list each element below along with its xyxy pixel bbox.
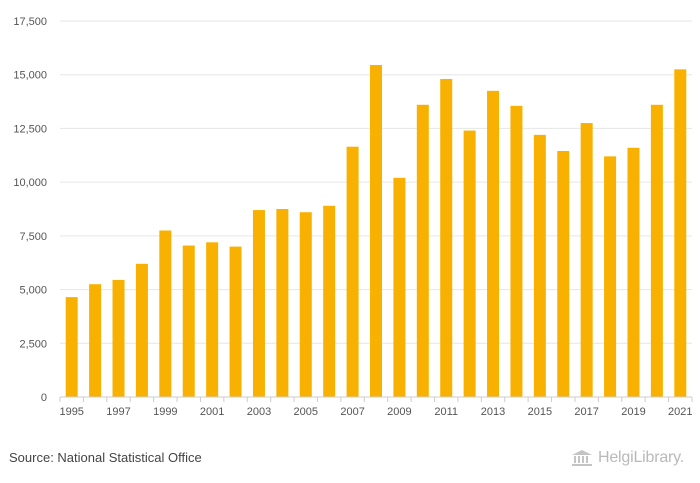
x-tick-label: 1999 [153, 406, 177, 418]
bar-2007 [346, 146, 359, 397]
bar-2020 [650, 104, 663, 398]
source-note: Source: National Statistical Office [9, 450, 202, 465]
bar-2013 [487, 90, 500, 397]
x-tick-label: 2001 [200, 406, 224, 418]
x-tick-label: 2011 [434, 406, 458, 418]
y-tick-label: 10,000 [13, 177, 47, 189]
bar-2011 [440, 79, 453, 398]
x-tick-label: 2019 [621, 406, 645, 418]
bar-2021 [674, 69, 687, 397]
y-tick-label: 0 [41, 392, 47, 404]
bar-2003 [252, 210, 265, 397]
x-tick-label: 2009 [387, 406, 411, 418]
axes: 0 2,500 5,000 7,500 10,000 12,500 15,000 17,500… [13, 16, 692, 418]
bar-2015 [533, 134, 546, 398]
x-tick-label: 2017 [574, 406, 598, 418]
bar-2008 [370, 65, 382, 397]
bar-1998 [135, 263, 148, 397]
bar-2000 [182, 245, 195, 397]
bar-1997 [112, 279, 125, 397]
library-columns-icon [572, 450, 592, 466]
bar-1999 [159, 230, 172, 397]
bars [65, 65, 687, 398]
bar-2004 [276, 209, 289, 397]
bar-chart: 0 2,500 5,000 7,500 10,000 12,500 15,000 17,500… [13, 16, 692, 418]
y-tick-label: 5,000 [19, 285, 47, 297]
bar-2018 [604, 156, 617, 397]
y-tick-label: 15,000 [13, 70, 47, 82]
bar-2001 [206, 242, 219, 397]
x-tick-label: 2021 [668, 406, 692, 418]
bar-2016 [557, 150, 570, 397]
x-tick-label: 2005 [294, 406, 318, 418]
bar-1995 [65, 297, 78, 397]
x-tick-label: 1997 [106, 406, 130, 418]
x-tick-label: 2013 [481, 406, 505, 418]
y-tick-label: 12,500 [13, 123, 47, 135]
y-tick-label: 7,500 [19, 231, 47, 243]
bar-1996 [89, 284, 102, 397]
bar-2009 [393, 177, 406, 397]
y-tick-label: 2,500 [19, 338, 47, 350]
bar-2002 [229, 246, 242, 397]
bar-2014 [510, 105, 523, 398]
x-tick-label: 2015 [528, 406, 552, 418]
bar-2017 [580, 123, 593, 398]
bar-2006 [323, 205, 336, 397]
y-tick-label: 17,500 [13, 16, 47, 28]
x-tick-label: 2003 [247, 406, 271, 418]
bar-2010 [416, 104, 429, 398]
brand-logo: HelgiLibrary. [570, 449, 684, 467]
x-tick-label: 2007 [340, 406, 364, 418]
bar-2005 [299, 212, 312, 397]
brand-text: HelgiLibrary. [598, 449, 685, 466]
x-tick-label: 1995 [59, 406, 83, 418]
bar-2012 [463, 130, 476, 397]
bar-2019 [627, 147, 640, 397]
